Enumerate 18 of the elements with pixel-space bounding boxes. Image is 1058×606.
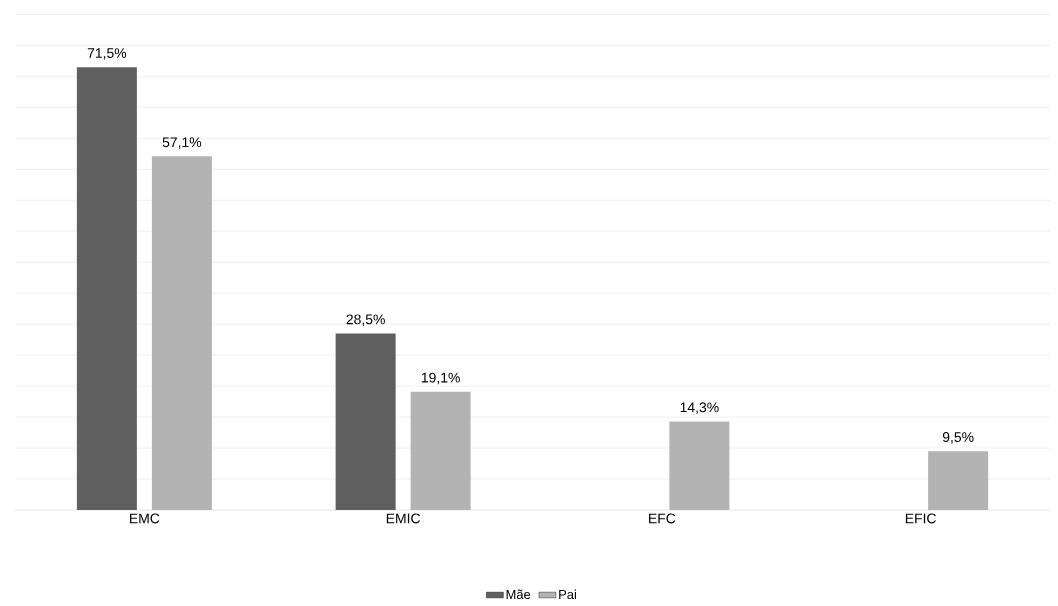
bar [335,333,396,510]
data-label: 19,1% [421,372,460,385]
bar [928,451,989,510]
bar [410,391,471,510]
data-label: 14,3% [680,402,719,414]
legend-label: Pai [559,589,576,600]
legend-label: Mãe [506,589,531,600]
bar [669,421,730,510]
data-label: 57,1% [162,137,202,149]
data-label: 71,5% [87,48,127,60]
x-tick-label: EFIC [905,513,936,524]
data-label: 9,5% [942,432,974,444]
bar [76,67,137,510]
x-tick-label: EFC [649,513,676,524]
x-tick-label: EMC [130,513,160,524]
data-label: 28,5% [346,314,385,326]
x-tick-label: EMIC [386,513,421,524]
bar [151,156,212,510]
